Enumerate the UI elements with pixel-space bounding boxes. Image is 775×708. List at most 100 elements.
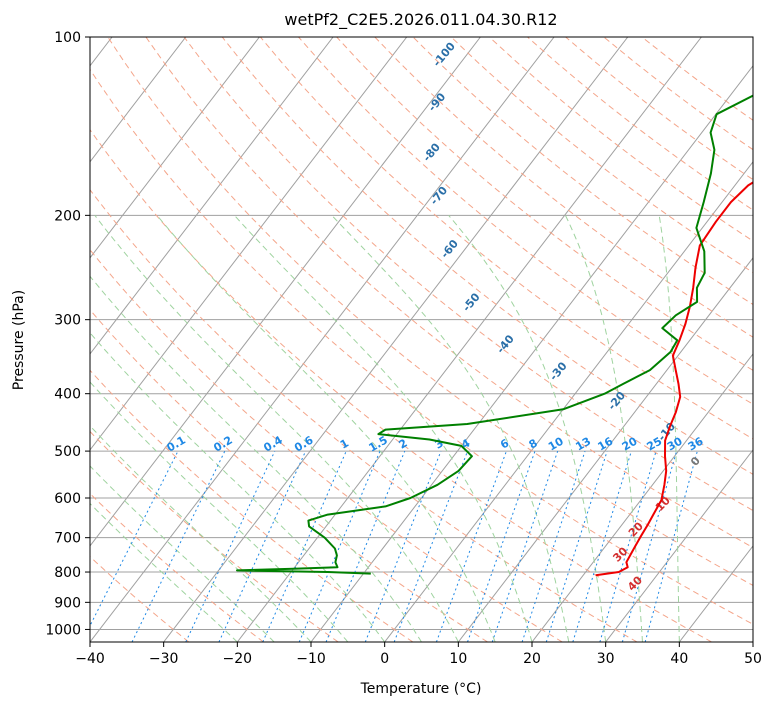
moist-adiabat-label: -90 xyxy=(426,90,449,114)
mixing-ratio-label: 8 xyxy=(527,437,540,452)
moist-adiabat-label: -80 xyxy=(420,140,443,164)
x-tick-label: 40 xyxy=(670,651,688,667)
moist-adiabat-label: -30 xyxy=(547,359,570,383)
moist-adiabat-line xyxy=(658,215,680,642)
mixing-ratio-line xyxy=(435,450,507,642)
mixing-ratio-line xyxy=(298,450,381,642)
temperature-profile-line xyxy=(595,181,753,577)
moist-adiabat-label: -40 xyxy=(494,332,517,356)
y-tick-label: 900 xyxy=(54,595,81,611)
chart-title: wetPf2_C2E5.2026.011.04.30.R12 xyxy=(284,10,557,30)
isotherm-line xyxy=(384,161,753,642)
mixing-ratio-label: 1 xyxy=(338,437,351,452)
mixing-ratio-line xyxy=(364,450,442,642)
isotherm-line xyxy=(678,545,753,642)
y-axis-ticks: 100 200 300 400 500 600 700 800 900 1000 xyxy=(45,30,90,638)
mixing-ratio-label: 3 xyxy=(433,437,446,452)
dry-adiabat-line xyxy=(374,37,753,338)
dry-adiabat-line xyxy=(527,37,753,211)
y-tick-label: 500 xyxy=(54,444,81,460)
dry-adiabat-line xyxy=(107,37,753,586)
mixing-ratio-line xyxy=(521,450,586,642)
mixing-ratio-line xyxy=(599,450,657,642)
x-tick-label: −10 xyxy=(296,651,326,667)
isotherm-line xyxy=(531,353,753,642)
y-axis-label: Pressure (hPa) xyxy=(11,290,27,390)
dry-adiabat-line xyxy=(298,37,753,405)
y-tick-label: 100 xyxy=(54,30,81,46)
y-tick-label: 300 xyxy=(54,313,81,329)
x-tick-label: 50 xyxy=(744,651,762,667)
isotherm-line xyxy=(90,37,555,642)
moist-adiabat-label: -100 xyxy=(430,40,458,70)
plot-frame xyxy=(89,36,754,643)
x-tick-label: −20 xyxy=(223,651,253,667)
dry-adiabat-line xyxy=(90,128,712,642)
dry-adiabat-line xyxy=(90,492,264,642)
isotherm-line xyxy=(90,37,408,451)
isotherm-line xyxy=(752,641,753,642)
mixing-ratio-line xyxy=(644,450,698,642)
mixing-ratio-line xyxy=(185,450,276,642)
moist-adiabat-line xyxy=(234,214,533,642)
isotherm-line xyxy=(605,449,753,642)
dry-adiabat-line xyxy=(641,37,753,121)
dry-adiabat-line xyxy=(90,555,190,642)
dry-adiabat-line xyxy=(336,37,753,371)
mixing-ratio-line xyxy=(572,450,632,642)
mixing-ratio-line xyxy=(467,450,536,642)
mixing-ratio-line xyxy=(325,450,406,642)
moist-adiabat-line xyxy=(90,332,386,642)
dry-adiabat-line xyxy=(183,37,753,512)
isotherm-line xyxy=(236,37,702,642)
moist-adiabat-line xyxy=(90,381,349,642)
y-tick-label: 400 xyxy=(54,387,81,403)
mixing-ratio-line xyxy=(131,450,226,642)
dry-adiabat-line xyxy=(145,37,753,549)
mixing-ratio-line xyxy=(393,450,469,642)
mixing-ratio-line xyxy=(90,450,179,627)
mixing-ratio-line xyxy=(218,450,307,642)
mixing-ratio-label: 2 xyxy=(396,437,409,452)
y-tick-label: 200 xyxy=(54,208,81,224)
mixing-ratio-line xyxy=(491,450,559,642)
dewpoint-profile-line xyxy=(236,94,753,575)
moist-adiabat-line xyxy=(448,214,607,642)
moist-adiabat-line xyxy=(331,214,570,642)
isotherm-line xyxy=(90,37,187,163)
dry-adiabat-line xyxy=(90,68,753,625)
moist-adiabat-label: -60 xyxy=(438,237,461,261)
moist-adiabat-label: -50 xyxy=(460,290,483,314)
background-lines xyxy=(90,37,753,642)
moist-adiabat-line xyxy=(156,214,496,642)
dry-adiabat-line xyxy=(412,37,753,306)
y-tick-label: 600 xyxy=(54,491,81,507)
dry-adiabat-label: 20 xyxy=(626,519,646,539)
mixing-ratio-label: 6 xyxy=(498,436,511,451)
dry-adiabat-line xyxy=(90,309,488,642)
y-tick-label: 700 xyxy=(54,531,81,547)
dry-adiabat-line xyxy=(90,188,638,642)
profile-lines xyxy=(236,94,753,577)
isotherm-line xyxy=(163,37,629,642)
moist-adiabat-label: -70 xyxy=(428,184,451,208)
isotherm-line xyxy=(90,37,334,355)
y-tick-label: 800 xyxy=(54,565,81,581)
x-tick-label: 10 xyxy=(449,651,467,667)
x-tick-label: 20 xyxy=(523,651,541,667)
moist-adiabat-label: 0 xyxy=(688,454,703,468)
x-tick-label: −40 xyxy=(75,651,105,667)
x-axis-ticks: −40 −30 −20 −10 0 10 20 30 40 50 xyxy=(75,642,762,667)
moist-adiabat-line xyxy=(90,425,312,642)
moist-adiabat-line xyxy=(90,502,238,642)
mixing-ratio-line xyxy=(621,450,678,642)
moist-adiabat-line xyxy=(90,275,422,642)
dry-adiabat-line xyxy=(90,369,414,642)
x-axis-label: Temperature (°C) xyxy=(360,681,482,697)
isotherm-line xyxy=(90,37,481,547)
isotherm-line xyxy=(457,257,753,642)
isotherm-line xyxy=(90,37,260,259)
x-tick-label: 0 xyxy=(380,651,389,667)
mixing-ratio-line xyxy=(545,450,608,642)
